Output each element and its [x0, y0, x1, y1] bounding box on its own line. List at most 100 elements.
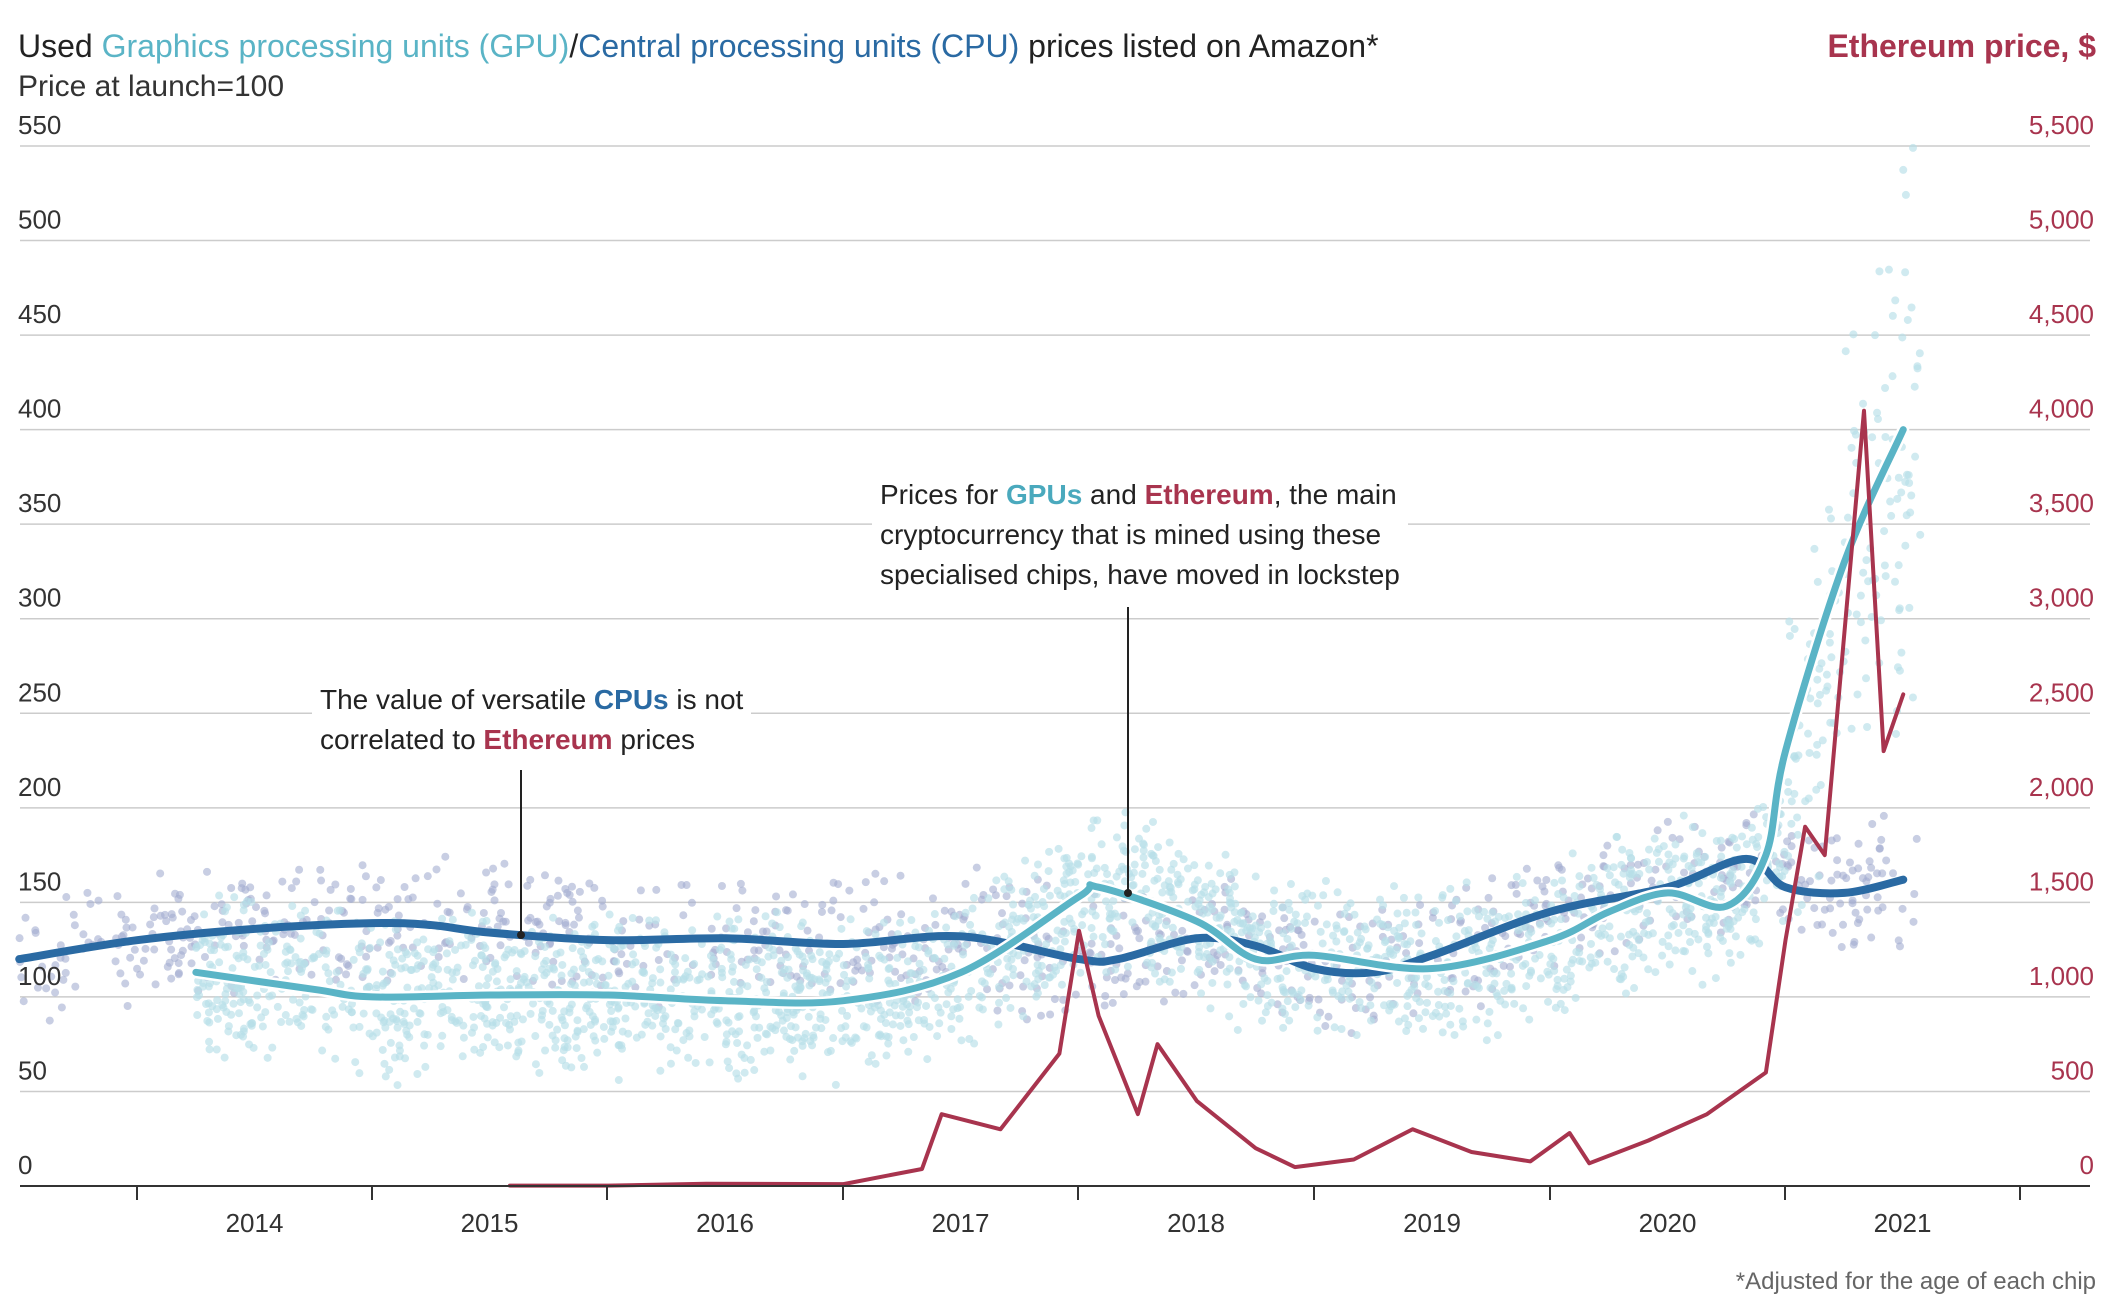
gpu-dot: [514, 1048, 523, 1057]
gpu-dot: [1044, 867, 1053, 876]
gpu-dot: [296, 934, 305, 943]
gpu-dot: [308, 1005, 317, 1014]
gpu-dot: [809, 1033, 818, 1042]
gpu-dot: [210, 946, 219, 955]
cpu-dot: [707, 924, 716, 933]
gpu-dot: [1493, 1031, 1502, 1040]
cpu-dot: [496, 908, 505, 917]
gpu-dot: [1276, 974, 1285, 983]
gpu-dot: [1827, 514, 1836, 523]
gpu-dot: [1070, 927, 1079, 936]
gpu-dot: [885, 1008, 894, 1017]
gpu-dot: [933, 1032, 942, 1041]
gpu-dot: [1891, 577, 1900, 586]
gpu-dot: [666, 1059, 675, 1068]
grid-layer: [20, 145, 2090, 1093]
cpu-dot: [1046, 1010, 1055, 1019]
gpu-dot: [268, 1043, 277, 1052]
cpu-dot: [423, 872, 432, 881]
gpu-dot: [512, 967, 521, 976]
gpu-dot: [1793, 830, 1802, 839]
gpu-dot: [1053, 926, 1062, 935]
gpu-dot: [924, 949, 933, 958]
cpu-dot: [977, 895, 986, 904]
cpu-dot: [156, 911, 165, 920]
cpu-dot: [70, 921, 79, 930]
gpu-dot: [947, 1012, 956, 1021]
gpu-dot: [1635, 869, 1644, 878]
gpu-dot: [1143, 958, 1152, 967]
gpu-dot: [1634, 949, 1643, 958]
gpu-dot: [746, 1055, 755, 1064]
gpu-dot: [1404, 1020, 1413, 1029]
cpu-dot: [1210, 967, 1219, 976]
cpu-dot: [861, 878, 870, 887]
cpu-dot: [1177, 956, 1186, 965]
gpu-dot: [265, 992, 274, 1001]
gpu-dot: [1562, 965, 1571, 974]
gpu-dot: [1553, 981, 1562, 990]
gpu-dot: [823, 1048, 832, 1057]
gpu-dot: [1684, 909, 1693, 918]
cpu-dot: [1610, 947, 1619, 956]
cpu-dot: [1106, 940, 1115, 949]
gpu-dot: [964, 992, 973, 1001]
gpu-dot: [1725, 949, 1734, 958]
gpu-dot: [1446, 1020, 1455, 1029]
gpu-dot: [1911, 452, 1920, 461]
gpu-dot: [930, 994, 939, 1003]
gpu-dot: [1283, 934, 1292, 943]
gpu-dot: [325, 977, 334, 986]
cpu-dot: [1280, 914, 1289, 923]
gpu-dot: [1903, 315, 1912, 324]
gpu-dot: [621, 983, 630, 992]
gpu-dot: [393, 1081, 402, 1090]
gpu-dot: [1913, 362, 1922, 371]
gpu-dot: [1592, 880, 1601, 889]
gpu-dot: [496, 1013, 505, 1022]
gpu-annotation-line2: cryptocurrency that is mined using these: [880, 519, 1382, 550]
gpu-dot: [1225, 964, 1234, 973]
gpu-dot: [1897, 488, 1906, 497]
gpu-dot: [1884, 265, 1893, 274]
gpu-dot: [786, 1022, 795, 1031]
gpu-dot: [1813, 675, 1822, 684]
gpu-dot: [1357, 1004, 1366, 1013]
gpu-dot: [1654, 845, 1663, 854]
cpu-dot: [133, 964, 142, 973]
cpu-dot: [679, 911, 688, 920]
gpu-dot: [1550, 915, 1559, 924]
gpu-dot: [1790, 789, 1799, 798]
gpu-dot: [961, 941, 970, 950]
gpu-dot: [726, 950, 735, 959]
gpu-dot: [1311, 972, 1320, 981]
gpu-dot: [448, 915, 457, 924]
gpu-dot: [1575, 882, 1584, 891]
gpu-dot: [708, 962, 717, 971]
gpu-dot: [666, 950, 675, 959]
gpu-dot: [684, 1053, 693, 1062]
cpu-dot: [1505, 962, 1514, 971]
gpu-dot: [1033, 989, 1042, 998]
gpu-dot: [1570, 891, 1579, 900]
gpu-dot: [1492, 969, 1501, 978]
gpu-dot: [517, 1037, 526, 1046]
gpu-dot: [1345, 935, 1354, 944]
gpu-dot: [757, 958, 766, 967]
cpu-dot: [1018, 899, 1027, 908]
gpu-dot: [1688, 967, 1697, 976]
cpu-dot: [1828, 928, 1837, 937]
gpu-dot: [904, 1047, 913, 1056]
gpu-dot: [1225, 953, 1234, 962]
cpu-dot: [1087, 939, 1096, 948]
gpu-dot: [1221, 850, 1230, 859]
gpu-dot: [893, 953, 902, 962]
gpu-dot: [552, 950, 561, 959]
gpu-dot: [1301, 918, 1310, 927]
gpu-dot: [1040, 981, 1049, 990]
gpu-dot: [737, 1050, 746, 1059]
gpu-dot: [930, 910, 939, 919]
cpu-dot: [1878, 869, 1887, 878]
gpu-dot: [385, 1065, 394, 1074]
gpu-dot: [1332, 921, 1341, 930]
